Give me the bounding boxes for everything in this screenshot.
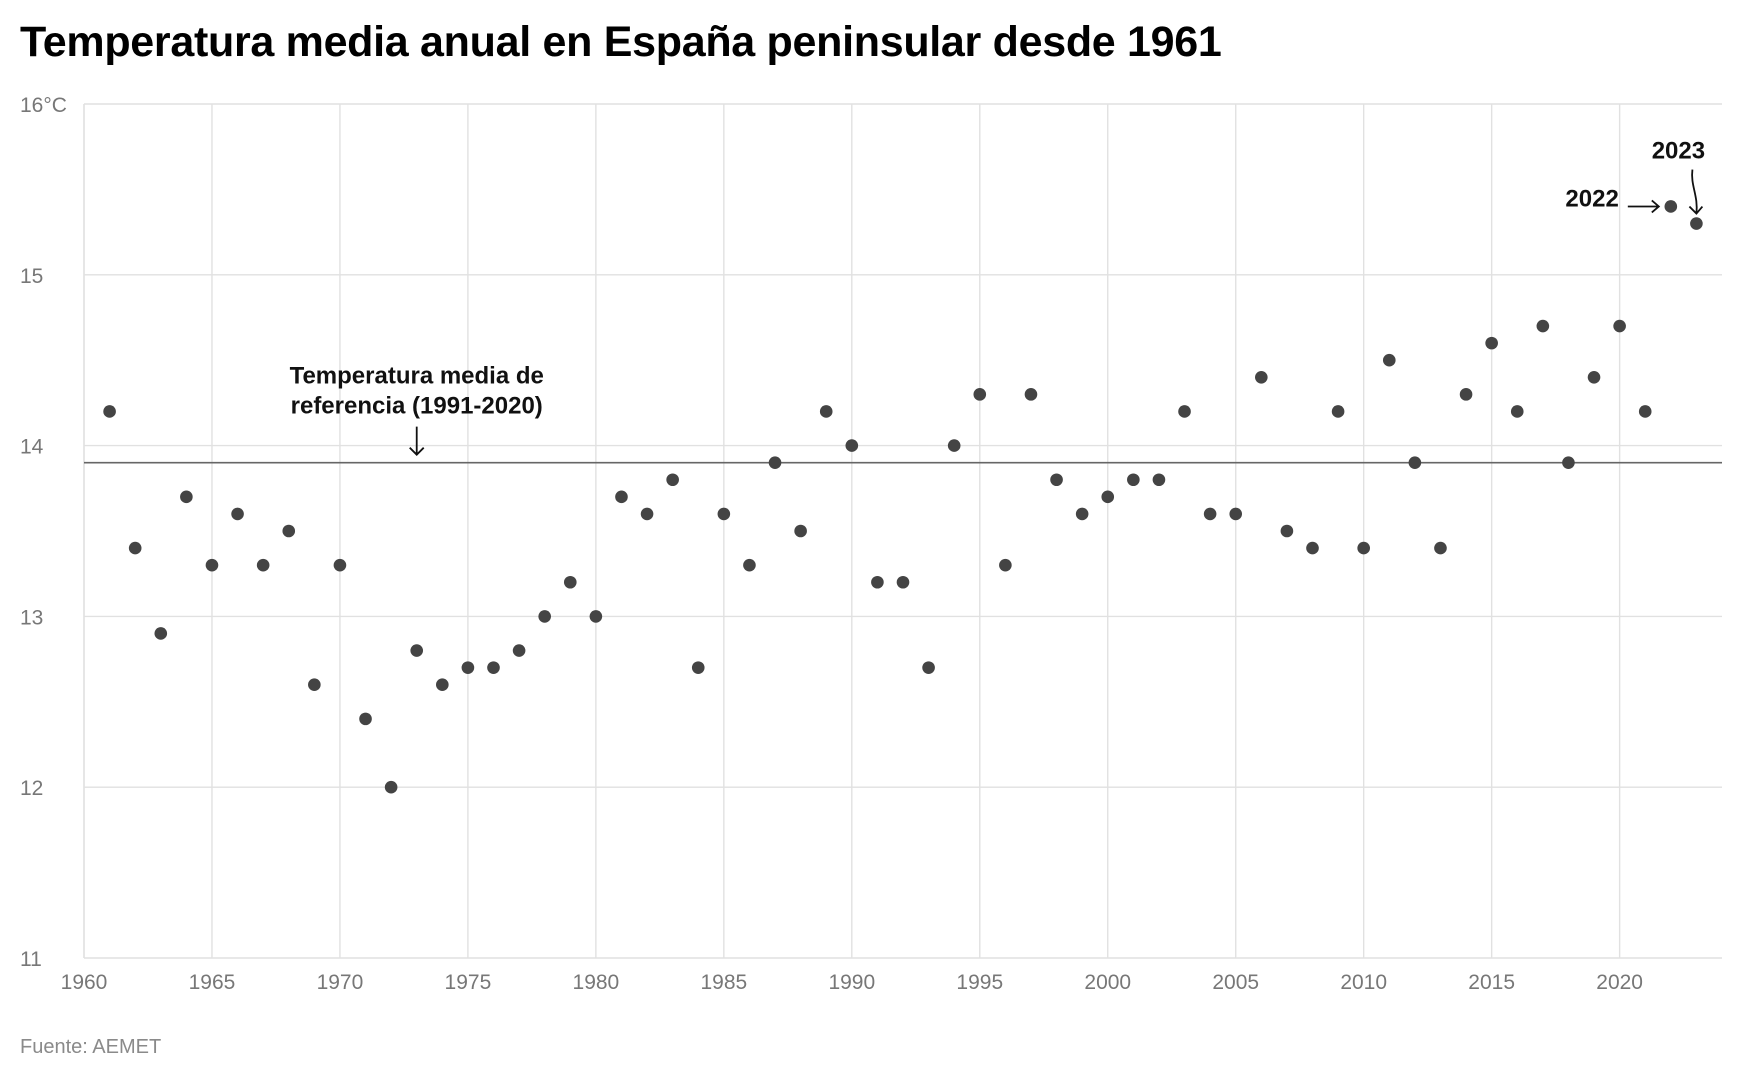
data-points: [103, 200, 1703, 794]
data-point: [1050, 473, 1063, 487]
x-tick-label: 1990: [828, 971, 875, 994]
data-point: [1690, 217, 1703, 230]
data-point: [1255, 370, 1268, 384]
data-point: [487, 661, 500, 674]
data-point: [128, 541, 142, 555]
data-point: [308, 678, 321, 692]
x-tick-label: 1960: [61, 971, 108, 994]
data-point: [871, 575, 884, 589]
data-point: [461, 661, 475, 674]
data-point: [512, 644, 526, 657]
data-point: [1075, 507, 1089, 521]
x-tick-label: 1970: [317, 971, 364, 994]
data-point: [231, 507, 244, 521]
data-point: [691, 661, 705, 674]
data-point: [1562, 456, 1575, 469]
source-note: Fuente: AEMET: [20, 1036, 162, 1058]
data-point: [1306, 541, 1319, 555]
data-point: [1587, 370, 1601, 384]
y-tick-label: 11: [20, 948, 42, 971]
y-tick-label: 14: [20, 436, 44, 459]
data-point: [973, 388, 987, 401]
data-point: [1638, 405, 1652, 418]
point-label-2022: 2022: [1565, 185, 1618, 212]
data-point: [1485, 336, 1498, 350]
data-point: [794, 524, 807, 538]
point-annotations: 2022 2023: [1565, 138, 1705, 215]
y-tick-label: 16°C: [20, 94, 67, 117]
reference-label-line1: Temperatura media de: [290, 363, 544, 390]
x-tick-label: 2000: [1084, 971, 1131, 994]
data-point: [615, 490, 628, 504]
data-point: [1408, 456, 1422, 469]
data-point: [538, 610, 551, 623]
data-point: [359, 712, 372, 726]
data-point: [1459, 388, 1473, 401]
down-arrow-icon: [1688, 169, 1704, 215]
data-point: [205, 558, 219, 572]
data-point: [666, 473, 679, 487]
y-tick-label: 15: [20, 265, 43, 288]
x-tick-label: 2010: [1340, 971, 1387, 994]
data-point: [947, 439, 961, 452]
point-label-2023: 2023: [1652, 138, 1705, 165]
x-tick-label: 1975: [445, 971, 492, 994]
chart-title: Temperatura media anual en España penins…: [20, 18, 1222, 66]
down-arrow-icon: [409, 426, 425, 456]
right-arrow-icon: [1627, 199, 1661, 214]
data-point: [436, 678, 449, 692]
data-point: [563, 575, 577, 589]
data-point: [1203, 507, 1217, 521]
data-point: [1024, 388, 1038, 401]
x-tick-label: 2005: [1212, 971, 1259, 994]
data-point: [384, 780, 398, 794]
x-tick-label: 2020: [1596, 971, 1643, 994]
data-point: [1178, 405, 1191, 418]
data-point: [1664, 200, 1678, 213]
x-gridlines: [83, 104, 1621, 958]
data-point: [410, 644, 424, 657]
data-point: [154, 627, 168, 640]
data-point: [1613, 319, 1626, 333]
x-tick-label: 2015: [1468, 971, 1515, 994]
x-axis-ticks: 1960 1965 1970 1975 1980 1985 1990 1995 2000 2005…: [61, 971, 1643, 994]
x-tick-label: 1980: [573, 971, 620, 994]
data-point: [282, 524, 296, 538]
data-point: [1382, 353, 1396, 367]
data-point: [922, 661, 935, 674]
data-point: [333, 558, 347, 572]
data-point: [103, 405, 116, 418]
reference-line-annotation: Temperatura media de referencia (1991-20…: [290, 363, 544, 456]
x-tick-label: 1965: [189, 971, 236, 994]
x-tick-label: 1985: [700, 971, 747, 994]
data-point: [1127, 473, 1140, 487]
data-point: [743, 558, 756, 572]
data-point: [845, 439, 859, 452]
y-tick-label: 12: [20, 777, 43, 800]
data-point: [640, 507, 654, 521]
reference-label-line2: referencia (1991-2020): [291, 393, 543, 420]
y-axis-ticks: 11 12 13 14 15 16°C: [20, 94, 67, 971]
data-point: [1229, 507, 1243, 521]
x-tick-label: 1995: [956, 971, 1003, 994]
y-tick-label: 13: [20, 606, 43, 629]
data-point: [180, 490, 193, 504]
data-point: [1280, 524, 1294, 538]
data-point: [717, 507, 731, 521]
data-point: [768, 456, 782, 469]
data-point: [1331, 405, 1345, 418]
data-point: [999, 558, 1012, 572]
y-gridlines: [84, 103, 1722, 959]
data-point: [1434, 541, 1447, 555]
data-point: [1101, 490, 1115, 504]
data-point: [1536, 319, 1550, 333]
data-point: [589, 610, 603, 623]
data-point: [256, 558, 270, 572]
data-point: [819, 405, 833, 418]
data-point: [1510, 405, 1524, 418]
data-point: [1152, 473, 1166, 487]
data-point: [1357, 541, 1370, 555]
data-point: [896, 575, 910, 589]
